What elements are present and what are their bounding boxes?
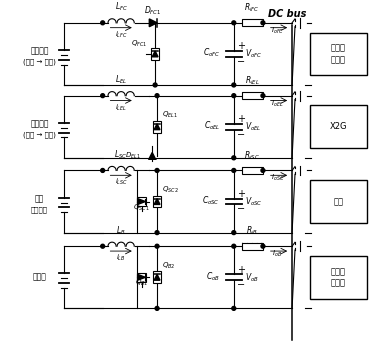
Circle shape: [101, 244, 105, 248]
Circle shape: [261, 21, 265, 25]
Circle shape: [232, 21, 236, 25]
Text: 연료전지: 연료전지: [30, 47, 49, 55]
Text: $L_{FC}$: $L_{FC}$: [115, 1, 128, 13]
Text: 수전해조: 수전해조: [30, 119, 49, 128]
FancyBboxPatch shape: [310, 180, 367, 223]
Text: $V_{oB}$: $V_{oB}$: [245, 271, 259, 284]
Text: $Q_{FC1}$: $Q_{FC1}$: [131, 39, 147, 49]
Circle shape: [261, 244, 265, 248]
Circle shape: [155, 306, 159, 310]
Text: 에너지: 에너지: [331, 267, 346, 276]
Text: $C_{oEL}$: $C_{oEL}$: [203, 120, 220, 132]
Text: $C_{oSC}$: $C_{oSC}$: [203, 194, 220, 207]
Circle shape: [155, 94, 159, 98]
FancyBboxPatch shape: [310, 256, 367, 299]
Text: $i_{LFC}$: $i_{LFC}$: [115, 29, 127, 40]
Polygon shape: [149, 19, 157, 27]
Text: 부하: 부하: [333, 197, 343, 206]
Text: +: +: [237, 264, 245, 274]
Text: +: +: [237, 189, 245, 199]
Circle shape: [232, 231, 236, 235]
Text: $R_{iFC}$: $R_{iFC}$: [244, 1, 260, 14]
Circle shape: [155, 169, 159, 173]
Text: $R_{iSC}$: $R_{iSC}$: [244, 149, 260, 162]
Text: $D_{FC1}$: $D_{FC1}$: [144, 4, 162, 17]
Text: $V_{oFC}$: $V_{oFC}$: [245, 48, 263, 60]
Circle shape: [155, 244, 159, 248]
FancyBboxPatch shape: [310, 33, 367, 75]
Bar: [153, 272, 161, 283]
Text: $Q_{B2}$: $Q_{B2}$: [162, 261, 175, 271]
Text: $I_{oFC}$: $I_{oFC}$: [271, 26, 284, 36]
Text: $Q_{EL1}$: $Q_{EL1}$: [162, 110, 178, 120]
Text: 슈퍼: 슈퍼: [35, 194, 44, 203]
Polygon shape: [138, 198, 146, 204]
Text: $Q_{B1}$: $Q_{B1}$: [135, 278, 148, 288]
Text: 라우터: 라우터: [331, 279, 346, 288]
Polygon shape: [154, 124, 160, 130]
Text: DC bus: DC bus: [268, 9, 306, 19]
Text: −: −: [237, 57, 245, 67]
Text: X2G: X2G: [330, 122, 347, 131]
Text: $Q_{SC1}$: $Q_{SC1}$: [133, 202, 150, 213]
Text: −: −: [237, 130, 245, 140]
Bar: [151, 48, 159, 60]
Text: $L_{B}$: $L_{B}$: [116, 224, 126, 236]
Bar: [242, 20, 263, 26]
Text: 에너지: 에너지: [331, 55, 346, 64]
Bar: [137, 197, 146, 206]
FancyBboxPatch shape: [310, 105, 367, 148]
Circle shape: [232, 169, 236, 173]
Text: $L_{SC}$: $L_{SC}$: [114, 148, 128, 161]
Text: $Q_{SC2}$: $Q_{SC2}$: [162, 185, 179, 195]
Circle shape: [155, 231, 159, 235]
Text: $I_{oB}$: $I_{oB}$: [273, 249, 283, 259]
Text: +: +: [237, 41, 245, 51]
Text: 신재생: 신재생: [331, 44, 346, 53]
Text: $I_{oEL}$: $I_{oEL}$: [271, 98, 284, 109]
Circle shape: [232, 244, 236, 248]
Text: $i_{LB}$: $i_{LB}$: [116, 253, 126, 263]
Text: (전기 → 수소): (전기 → 수소): [23, 131, 56, 138]
Bar: [153, 121, 161, 132]
Bar: [242, 243, 263, 250]
Circle shape: [101, 169, 105, 173]
Text: $R_{iEL}$: $R_{iEL}$: [245, 75, 260, 87]
Circle shape: [232, 94, 236, 98]
Text: $V_{oSC}$: $V_{oSC}$: [245, 195, 263, 208]
Text: $D_{EL1}$: $D_{EL1}$: [125, 151, 141, 161]
Text: +: +: [237, 114, 245, 124]
Polygon shape: [154, 274, 160, 280]
Polygon shape: [149, 153, 156, 159]
Circle shape: [232, 306, 236, 310]
Text: $i_{LSC}$: $i_{LSC}$: [115, 177, 128, 187]
Bar: [153, 196, 161, 207]
Circle shape: [232, 156, 236, 160]
Circle shape: [261, 169, 265, 173]
Text: (수소 → 전기): (수소 → 전기): [23, 58, 56, 65]
Text: $V_{oEL}$: $V_{oEL}$: [245, 120, 262, 133]
Bar: [242, 167, 263, 174]
Text: $C_{oB}$: $C_{oB}$: [206, 270, 220, 283]
Text: 커패시터: 커패시터: [31, 206, 48, 213]
Circle shape: [261, 94, 265, 98]
Circle shape: [153, 83, 157, 87]
Polygon shape: [154, 198, 160, 204]
Bar: [137, 273, 146, 282]
Text: −: −: [237, 204, 245, 214]
Bar: [242, 92, 263, 99]
Circle shape: [232, 83, 236, 87]
Circle shape: [101, 94, 105, 98]
Text: $R_{iB}$: $R_{iB}$: [246, 225, 258, 237]
Circle shape: [101, 21, 105, 25]
Text: $i_{LEL}$: $i_{LEL}$: [115, 103, 127, 113]
Polygon shape: [138, 274, 146, 280]
Text: −: −: [237, 280, 245, 290]
Polygon shape: [152, 51, 158, 57]
Text: $L_{EL}$: $L_{EL}$: [115, 73, 127, 86]
Text: $C_{oFC}$: $C_{oFC}$: [203, 47, 220, 59]
Text: 배터리: 배터리: [32, 273, 46, 282]
Text: $I_{oSC}$: $I_{oSC}$: [271, 173, 284, 184]
